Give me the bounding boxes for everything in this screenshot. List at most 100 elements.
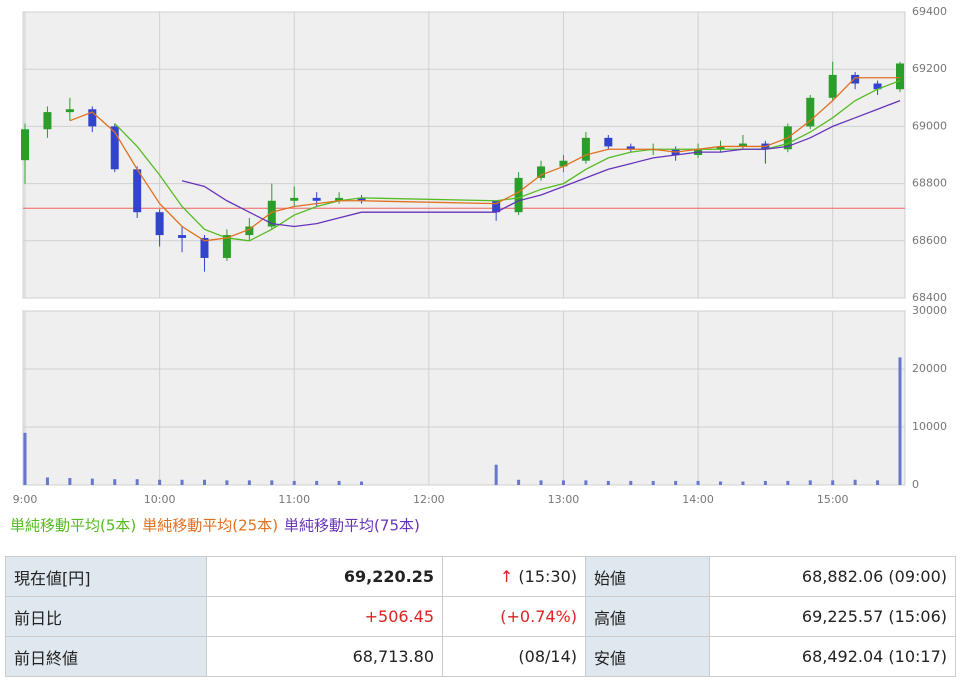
label: 現在値[円] (5, 556, 207, 597)
volume-panel (22, 310, 906, 486)
note: (+0.74%) (442, 596, 586, 637)
value: 68,492.04 (10:17) (709, 636, 956, 677)
candle-body (537, 166, 546, 178)
value: 68,882.06 (09:00) (709, 556, 956, 597)
volume-bar (113, 479, 117, 485)
candle-body (806, 97, 815, 127)
candle-body (245, 226, 254, 236)
x-tick-label: 15:00 (817, 493, 849, 506)
quote-table: 現在値[円] 69,220.25 ↑ (15:30) 始値 68,882.06 … (5, 556, 956, 677)
candle-body (312, 197, 321, 201)
volume-bar (225, 480, 229, 485)
candle-body (716, 146, 725, 150)
candle-body (65, 109, 74, 113)
ma-line (69, 77, 900, 242)
volume-bar (315, 480, 319, 485)
label: 高値 (585, 596, 710, 637)
candle-body (267, 200, 276, 227)
x-tick-label: 12:00 (413, 493, 445, 506)
volume-bar (158, 479, 162, 485)
volume-bar (23, 432, 27, 485)
y-tick-label: 0 (912, 478, 919, 491)
candle-body (873, 83, 882, 90)
y-tick-label: 68400 (912, 291, 947, 304)
arrow: ↑ (499, 567, 514, 586)
volume-bar (180, 479, 184, 485)
legend-entry: 単純移動平均(75本) (284, 517, 420, 535)
y-tick-label: 69000 (912, 119, 947, 132)
legend-entry: 単純移動平均(5本) (10, 517, 136, 535)
volume-bar (247, 480, 251, 485)
label: 始値 (585, 556, 710, 597)
row: 前日比 +506.45 (+0.74%) 高値 69,225.57 (15:06… (5, 596, 956, 637)
candle-body (335, 197, 344, 201)
volume-bar (831, 480, 835, 485)
y-tick-label: 68800 (912, 177, 947, 190)
candle-body (851, 74, 860, 84)
volume-bar (629, 480, 633, 485)
x-tick-label: 14:00 (682, 493, 714, 506)
volume-bar (606, 480, 610, 485)
note: ↑ (15:30) (442, 556, 586, 597)
value: 69,225.57 (15:06) (709, 596, 956, 637)
volume-bar (337, 480, 341, 485)
volume-bar (561, 480, 565, 485)
volume-bar (674, 480, 678, 485)
candle-body (200, 237, 209, 258)
chart: 68400 68600 68800 69000 69200 69400 0 10000 2000… (10, 5, 947, 535)
candle-body (110, 126, 119, 170)
volume-bar (90, 478, 94, 485)
label: 安値 (585, 636, 710, 677)
row: 前日終値 68,713.80 (08/14) 安値 68,492.04 (10:… (5, 636, 956, 677)
volume-bar (517, 479, 521, 485)
volume-bar (719, 481, 723, 485)
label: 前日比 (5, 596, 207, 637)
candle-body (357, 197, 366, 201)
y-tick-label: 69400 (912, 5, 947, 18)
y-tick-label: 20000 (912, 362, 947, 375)
volume-bar (876, 480, 880, 485)
volume-bar (763, 480, 767, 485)
y-tick-label: 30000 (912, 304, 947, 317)
x-tick-label: 11:00 (278, 493, 310, 506)
note: (08/14) (442, 636, 586, 677)
candle-body (738, 143, 747, 147)
ma-line (181, 100, 901, 228)
candle-body (155, 212, 164, 236)
x-tick-label: 9:00 (13, 493, 38, 506)
candle-body (604, 137, 613, 147)
volume-bar (135, 479, 139, 485)
volume-bar (696, 480, 700, 485)
candle-body (828, 74, 837, 98)
volume-bar (584, 480, 588, 485)
y-tick-label: 10000 (912, 420, 947, 433)
volume-bar (539, 480, 543, 485)
volume-bar (898, 357, 902, 485)
volume-bar (45, 477, 49, 485)
volume-bar (741, 481, 745, 485)
y-tick-label: 68600 (912, 234, 947, 247)
legend-entry: 単純移動平均(25本) (142, 517, 278, 535)
label: 前日終値 (5, 636, 207, 677)
candle-body (133, 169, 142, 213)
candle-body (222, 235, 231, 258)
x-tick-label: 10:00 (144, 493, 176, 506)
candle-body (626, 146, 635, 150)
volume-bar (494, 464, 498, 485)
volume-bar (786, 480, 790, 485)
volume-bar (651, 480, 655, 485)
volume-bar (68, 478, 72, 485)
value: +506.45 (206, 596, 443, 637)
candle-body (581, 137, 590, 161)
candle-body (492, 200, 501, 213)
candle-body (559, 160, 568, 167)
time: (15:30) (518, 567, 577, 586)
value: 68,713.80 (206, 636, 443, 677)
x-tick-label: 13:00 (548, 493, 580, 506)
candle-body (896, 63, 904, 90)
row: 現在値[円] 69,220.25 ↑ (15:30) 始値 68,882.06 … (5, 556, 956, 597)
volume-bar (808, 480, 812, 485)
volume-bar (202, 479, 206, 485)
candle-body (43, 112, 52, 130)
